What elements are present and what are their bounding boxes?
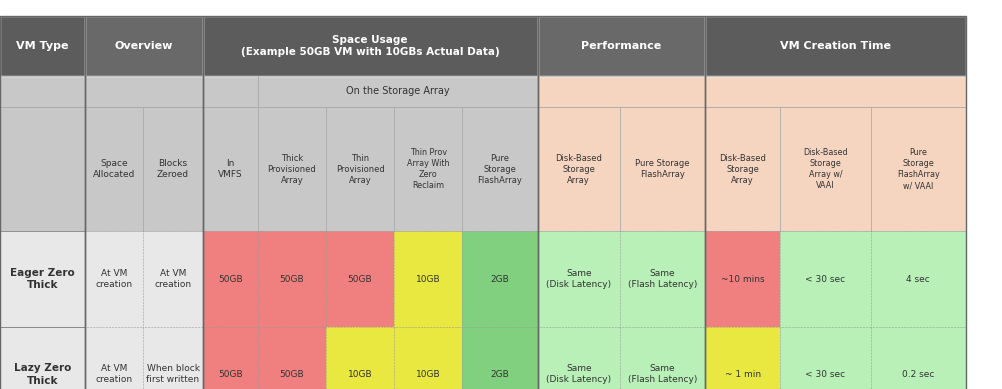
Bar bbox=[0, 231, 85, 327]
Bar bbox=[85, 231, 143, 327]
Text: At VM
creation: At VM creation bbox=[95, 269, 133, 289]
Text: ~ 1 min: ~ 1 min bbox=[723, 370, 761, 379]
Text: 10GB: 10GB bbox=[416, 370, 440, 379]
Bar bbox=[870, 107, 965, 231]
Bar bbox=[202, 76, 258, 107]
Bar bbox=[0, 76, 85, 107]
Bar bbox=[537, 327, 619, 389]
Text: Space Usage
(Example 50GB VM with 10GBs Actual Data): Space Usage (Example 50GB VM with 10GBs … bbox=[240, 35, 499, 57]
Bar bbox=[462, 327, 537, 389]
Bar bbox=[143, 327, 202, 389]
Bar bbox=[85, 16, 202, 76]
Text: Disk-Based
Storage
Array w/
VAAI: Disk-Based Storage Array w/ VAAI bbox=[803, 148, 847, 190]
Bar bbox=[0, 327, 85, 389]
Text: Same
(Disk Latency): Same (Disk Latency) bbox=[546, 364, 610, 384]
Bar bbox=[704, 231, 780, 327]
Bar bbox=[326, 327, 394, 389]
Text: Lazy Zero
Thick: Lazy Zero Thick bbox=[14, 363, 71, 385]
Text: Blocks
Zeroed: Blocks Zeroed bbox=[156, 159, 189, 179]
Text: ~10 mins: ~10 mins bbox=[720, 275, 764, 284]
Bar bbox=[870, 327, 965, 389]
Bar bbox=[394, 231, 462, 327]
Bar bbox=[0, 16, 85, 76]
Text: Pure
Storage
FlashArray: Pure Storage FlashArray bbox=[477, 154, 522, 185]
Bar bbox=[619, 107, 704, 231]
Bar bbox=[202, 16, 537, 389]
Text: 50GB: 50GB bbox=[217, 370, 242, 379]
Bar bbox=[202, 107, 258, 231]
Bar bbox=[537, 16, 704, 389]
Text: 2GB: 2GB bbox=[490, 370, 509, 379]
Text: 50GB: 50GB bbox=[280, 370, 304, 379]
Text: Pure
Storage
FlashArray
w/ VAAI: Pure Storage FlashArray w/ VAAI bbox=[896, 148, 939, 190]
Text: 2GB: 2GB bbox=[490, 275, 509, 284]
Bar bbox=[85, 76, 202, 107]
Bar bbox=[537, 16, 704, 76]
Text: At VM
creation: At VM creation bbox=[154, 269, 191, 289]
Text: 50GB: 50GB bbox=[348, 275, 372, 284]
Bar bbox=[619, 231, 704, 327]
Bar bbox=[202, 327, 258, 389]
Bar bbox=[462, 231, 537, 327]
Text: Disk-Based
Storage
Array: Disk-Based Storage Array bbox=[555, 154, 601, 185]
Bar bbox=[143, 231, 202, 327]
Bar bbox=[85, 16, 202, 389]
Bar bbox=[258, 327, 326, 389]
Bar bbox=[780, 107, 870, 231]
Bar bbox=[537, 107, 619, 231]
Text: 10GB: 10GB bbox=[348, 370, 372, 379]
Bar bbox=[704, 76, 965, 107]
Text: On the Storage Array: On the Storage Array bbox=[346, 86, 449, 96]
Bar bbox=[704, 16, 965, 76]
Text: Thin
Provisioned
Array: Thin Provisioned Array bbox=[336, 154, 384, 185]
Bar bbox=[704, 16, 965, 389]
Text: Pure Storage
FlashArray: Pure Storage FlashArray bbox=[634, 159, 689, 179]
Text: At VM
creation: At VM creation bbox=[95, 364, 133, 384]
Bar bbox=[0, 107, 85, 231]
Text: Disk-Based
Storage
Array: Disk-Based Storage Array bbox=[718, 154, 766, 185]
Text: Overview: Overview bbox=[114, 41, 173, 51]
Text: Performance: Performance bbox=[580, 41, 661, 51]
Text: In
VMFS: In VMFS bbox=[217, 159, 242, 179]
Text: VM Creation Time: VM Creation Time bbox=[780, 41, 890, 51]
Bar bbox=[258, 76, 537, 107]
Bar bbox=[870, 231, 965, 327]
Bar bbox=[394, 107, 462, 231]
Text: 10GB: 10GB bbox=[416, 275, 440, 284]
Bar bbox=[537, 231, 619, 327]
Bar bbox=[258, 231, 326, 327]
Bar bbox=[780, 231, 870, 327]
Bar bbox=[143, 107, 202, 231]
Text: Space
Allocated: Space Allocated bbox=[93, 159, 135, 179]
Bar bbox=[704, 107, 780, 231]
Bar bbox=[326, 107, 394, 231]
Bar bbox=[619, 327, 704, 389]
Text: 50GB: 50GB bbox=[217, 275, 242, 284]
Bar bbox=[462, 107, 537, 231]
Text: Thin Prov
Array With
Zero
Reclaim: Thin Prov Array With Zero Reclaim bbox=[407, 148, 449, 190]
Text: Thick
Provisioned
Array: Thick Provisioned Array bbox=[268, 154, 316, 185]
Bar bbox=[202, 231, 258, 327]
Bar bbox=[85, 327, 143, 389]
Bar bbox=[537, 76, 704, 107]
Text: Same
(Disk Latency): Same (Disk Latency) bbox=[546, 269, 610, 289]
Bar bbox=[0, 16, 85, 389]
Bar bbox=[326, 231, 394, 327]
Text: 0.2 sec: 0.2 sec bbox=[901, 370, 934, 379]
Bar bbox=[780, 327, 870, 389]
Text: VM Type: VM Type bbox=[16, 41, 69, 51]
Bar bbox=[704, 327, 780, 389]
Bar bbox=[202, 16, 537, 76]
Text: Eager Zero
Thick: Eager Zero Thick bbox=[10, 268, 75, 290]
Text: Same
(Flash Latency): Same (Flash Latency) bbox=[627, 269, 696, 289]
Text: < 30 sec: < 30 sec bbox=[805, 370, 845, 379]
Text: 50GB: 50GB bbox=[280, 275, 304, 284]
Text: < 30 sec: < 30 sec bbox=[805, 275, 845, 284]
Bar bbox=[258, 107, 326, 231]
Bar bbox=[394, 327, 462, 389]
Text: When block
first written: When block first written bbox=[146, 364, 199, 384]
Bar bbox=[85, 107, 143, 231]
Text: Same
(Flash Latency): Same (Flash Latency) bbox=[627, 364, 696, 384]
Text: 4 sec: 4 sec bbox=[906, 275, 929, 284]
